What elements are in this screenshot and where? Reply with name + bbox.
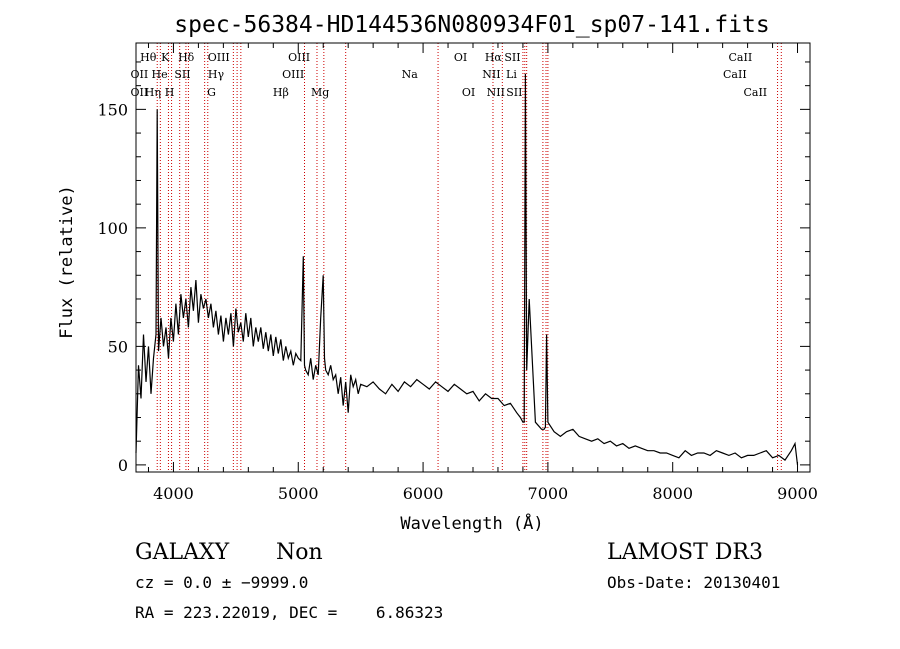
x-tick-label: 5000 <box>278 484 319 503</box>
emission-line-label: Hθ <box>140 51 157 64</box>
emission-line-label: CaII <box>723 68 747 81</box>
x-tick-label: 8000 <box>652 484 693 503</box>
emission-line-label: SII <box>504 51 520 64</box>
emission-line-label: K <box>161 51 170 64</box>
emission-line-label: Mg <box>311 86 329 99</box>
emission-line-label: Na <box>402 68 419 81</box>
emission-line-label: Hδ <box>178 51 195 64</box>
emission-line-label: Hα <box>485 51 503 64</box>
emission-line-label: OIII <box>208 51 230 64</box>
emission-line-label: OI <box>462 86 475 99</box>
emission-line-label: SII <box>506 86 522 99</box>
plot-frame <box>135 42 811 473</box>
y-tick-label: 150 <box>97 100 128 119</box>
spectrum-series-line <box>135 73 799 465</box>
y-tick-label: 50 <box>108 337 128 356</box>
emission-line-label: H <box>165 86 175 99</box>
x-tick-label: 7000 <box>528 484 569 503</box>
emission-line-label: OII <box>131 68 149 81</box>
emission-line-label: OIII <box>282 68 304 81</box>
redshift-cz: cz = 0.0 ± −9999.0 <box>135 573 309 592</box>
obs-date: Obs-Date: 20130401 <box>607 573 781 592</box>
emission-line-label: OIII <box>288 51 310 64</box>
y-axis-label: Flux (relative) <box>57 185 77 339</box>
y-tick-label: 100 <box>97 219 128 238</box>
emission-line-label: Li <box>506 68 517 81</box>
emission-line-label: NII <box>482 68 500 81</box>
object-class: GALAXY <box>135 540 230 565</box>
emission-line-label: NII <box>487 86 505 99</box>
x-tick-label: 6000 <box>403 484 444 503</box>
chart-title: spec-56384-HD144536N080934F01_sp07-141.f… <box>174 12 769 38</box>
x-tick-label: 9000 <box>777 484 818 503</box>
emission-line-label: CaII <box>729 51 753 64</box>
emission-line-label: OII <box>131 86 149 99</box>
emission-line-label: He <box>152 68 168 81</box>
emission-line-label: Hη <box>145 86 161 99</box>
emission-line-label: SII <box>174 68 190 81</box>
x-axis-label: Wavelength (Å) <box>400 512 543 534</box>
y-tick-label: 0 <box>118 456 128 475</box>
emission-line-label: G <box>207 86 216 99</box>
object-subclass: Non <box>276 540 323 565</box>
emission-line-label: Hβ <box>273 86 289 99</box>
x-tick-label: 4000 <box>153 484 194 503</box>
emission-line-label: Hγ <box>208 68 225 81</box>
survey-name: LAMOST DR3 <box>607 540 763 565</box>
emission-line-label: OI <box>454 51 467 64</box>
ra-dec: RA = 223.22019, DEC = 6.86323 <box>135 603 444 622</box>
emission-line-label: CaII <box>743 86 767 99</box>
